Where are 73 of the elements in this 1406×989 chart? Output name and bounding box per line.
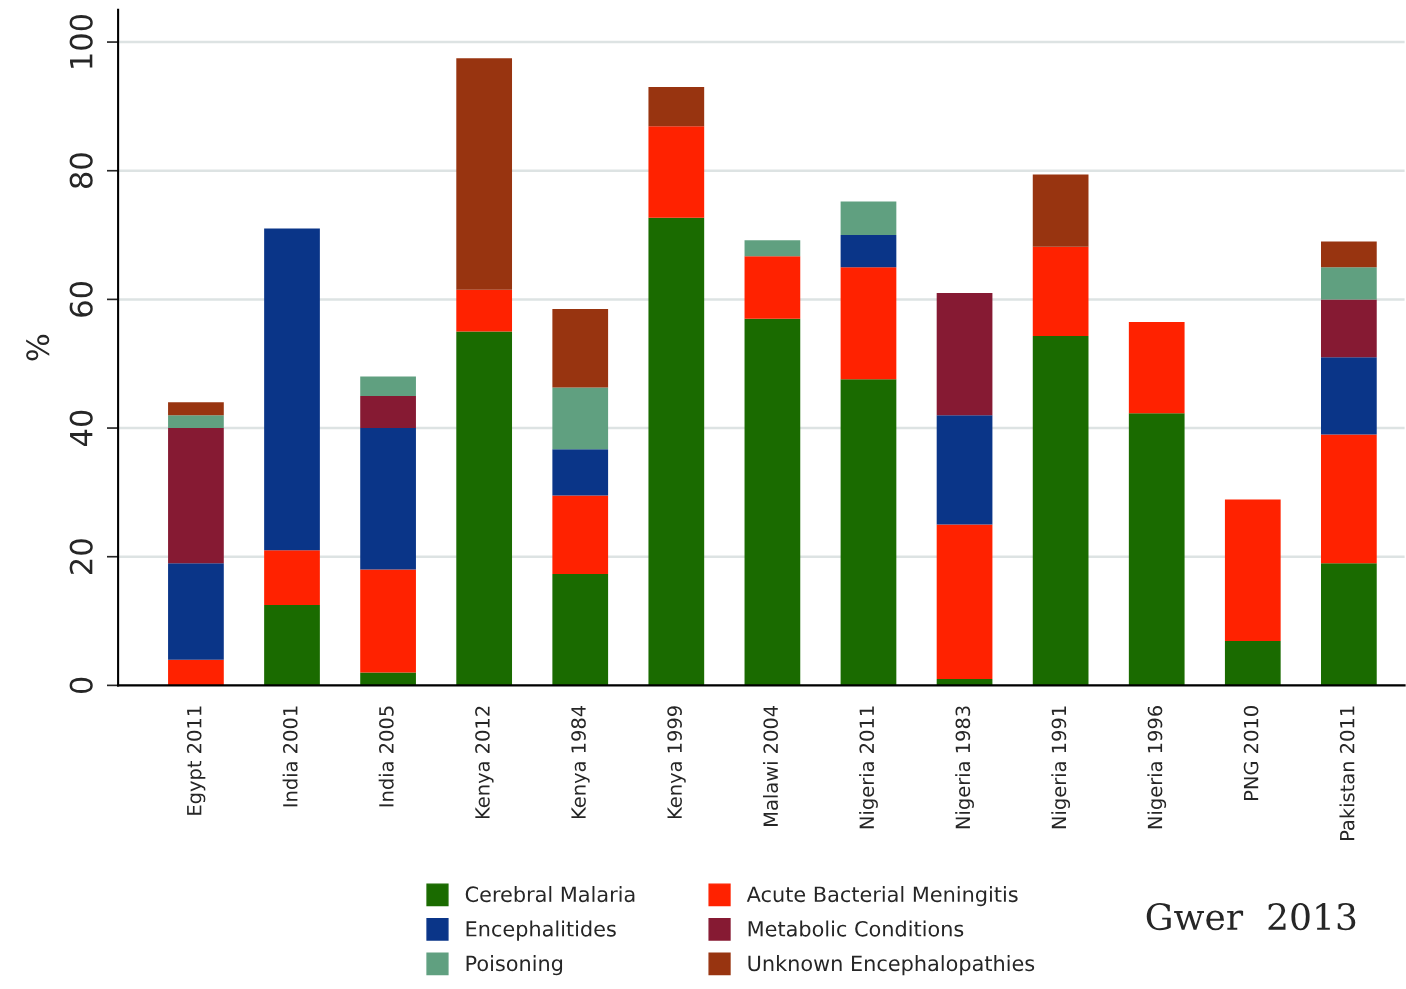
bar	[552, 387, 609, 450]
bar	[264, 550, 320, 605]
bar	[456, 331, 513, 686]
x-tick-label: Nigeria 1991	[1051, 706, 1071, 829]
bar	[1032, 246, 1089, 337]
bar	[1128, 321, 1185, 414]
x-tick-label: Nigeria 2011	[859, 706, 878, 829]
x-tick-label: Malawi 2004	[762, 705, 779, 826]
x-tick-label: Nigeria 1996	[1147, 706, 1167, 829]
bar	[840, 201, 897, 236]
legend-label: Unknown Encephalopathies	[748, 955, 1035, 976]
x-tick-label: Kenya 2012	[475, 706, 494, 819]
bar	[1321, 299, 1377, 358]
x-tick-label: India 2005	[378, 706, 394, 807]
x-tick-label: Pakistan 2011	[1339, 706, 1355, 840]
y-tick-label: 80	[69, 153, 93, 189]
y-axis-title: %	[26, 334, 50, 361]
text: Gwer 2013	[1146, 902, 1356, 931]
legend-label: Acute Bacterial Meningitis	[746, 886, 1018, 907]
bar	[168, 563, 224, 660]
bar	[1321, 434, 1377, 564]
x-tick-label: Kenya 1999	[667, 706, 686, 819]
bar	[840, 267, 897, 380]
bar	[1032, 174, 1089, 247]
bar	[936, 292, 993, 416]
bar	[168, 402, 224, 416]
legend-label: Metabolic Conditions	[748, 920, 964, 937]
y-tick-label: 100	[69, 14, 93, 68]
bar	[840, 235, 897, 268]
bar	[360, 569, 416, 673]
bar	[1321, 563, 1377, 686]
legend-label: Poisoning	[466, 955, 563, 976]
bar	[1224, 640, 1281, 686]
legend-label: Cerebral Malaria	[465, 886, 635, 903]
bar	[936, 415, 993, 525]
bar	[840, 379, 897, 686]
bar	[264, 228, 320, 551]
bar	[1321, 357, 1377, 435]
bar	[648, 217, 705, 686]
bar	[648, 126, 705, 218]
bar	[456, 58, 513, 290]
y-tick-label: 0	[69, 677, 93, 694]
bar	[1321, 267, 1377, 300]
bar	[552, 574, 609, 686]
bar	[552, 449, 609, 496]
y-tick-label: 40	[69, 410, 93, 446]
bar	[168, 659, 224, 686]
x-tick-label: India 2001	[282, 706, 298, 807]
x-tick-label: Nigeria 1983	[955, 706, 974, 829]
bar	[168, 428, 224, 564]
bar	[552, 309, 609, 388]
bar	[1224, 499, 1281, 641]
bar	[360, 428, 416, 570]
bar	[744, 256, 801, 319]
bar	[648, 87, 705, 127]
bar	[744, 240, 801, 257]
bar	[360, 376, 416, 396]
bar	[360, 395, 416, 429]
bar	[744, 318, 801, 686]
x-tick-label: PNG 2010	[1243, 706, 1259, 800]
y-tick-label: 20	[69, 539, 93, 574]
y-tick-label: 60	[69, 281, 93, 317]
legend-label: Encephalitides	[466, 920, 616, 941]
bar	[1321, 241, 1377, 268]
bar	[936, 524, 993, 679]
bar	[552, 495, 609, 575]
bar	[1032, 336, 1089, 686]
x-tick-label: Egypt 2011	[186, 706, 206, 815]
bar	[1128, 413, 1185, 686]
bar	[264, 604, 320, 686]
bar	[168, 415, 224, 429]
bar	[456, 289, 513, 332]
x-tick-label: Kenya 1984	[571, 705, 590, 819]
